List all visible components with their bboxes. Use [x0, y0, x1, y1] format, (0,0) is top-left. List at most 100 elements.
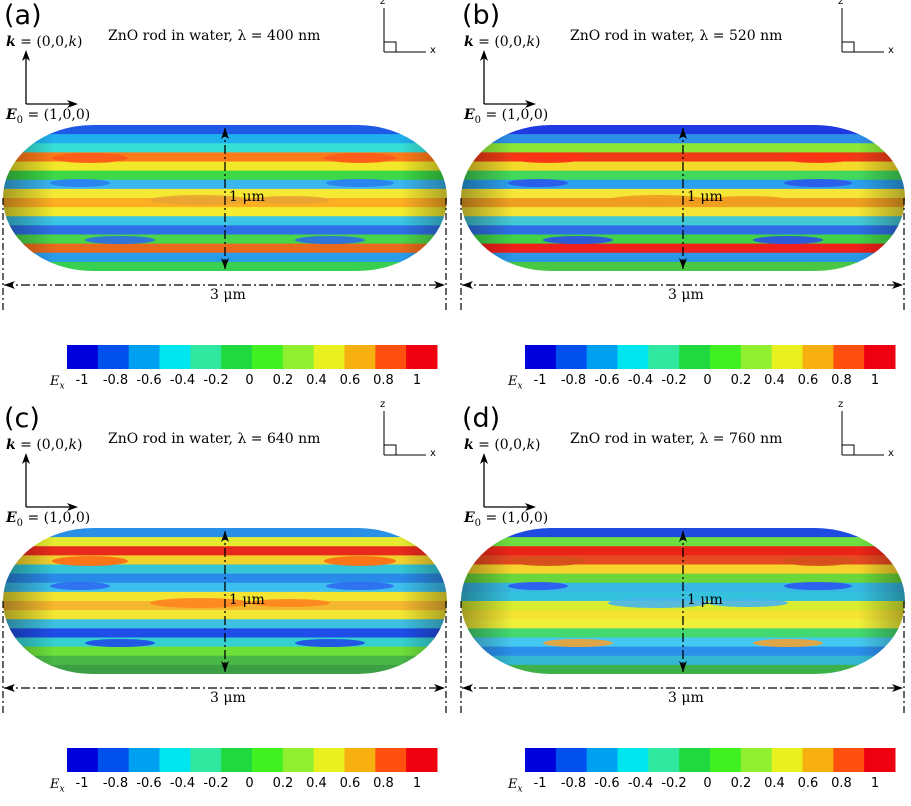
title-prefix: ZnO rod in water, — [570, 28, 700, 44]
panel-label-box: (d) — [462, 403, 500, 434]
axis-z-label: z — [380, 0, 386, 7]
colorbar-swatch — [864, 748, 896, 772]
colorbar-tick-label: 0.4 — [306, 373, 327, 388]
k-symbol: k — [464, 34, 474, 50]
colorbar-swatch — [67, 345, 99, 369]
colorbar-symbol: Ex — [50, 374, 65, 392]
k-value: = (0,0, — [473, 34, 527, 50]
colorbar-symbol: Ex — [508, 374, 523, 392]
length-arrow-right — [892, 281, 903, 289]
rod-field-map — [461, 125, 905, 271]
height-label: 1 μm — [229, 592, 265, 608]
axis-z-label: z — [838, 0, 844, 7]
e-symbol: E — [6, 107, 17, 123]
colorbar-swatch — [648, 748, 680, 772]
colorbar-swatch — [252, 748, 284, 772]
colorbar-symbol-e: E — [508, 374, 518, 389]
e-vector-label: E0 = (1,0,0) — [6, 510, 90, 529]
title-prefix: ZnO rod in water, — [570, 431, 700, 447]
axis-z: z — [380, 0, 385, 7]
k-italic: k — [526, 34, 535, 50]
colorbar-swatch — [159, 345, 191, 369]
colorbar-tick-label: 0.8 — [373, 776, 394, 791]
height-arrow-top — [221, 531, 229, 542]
e-symbol: E — [6, 510, 17, 526]
colorbar-swatch — [555, 748, 588, 772]
k-value: = (0,0, — [15, 34, 69, 50]
title-prefix: ZnO rod in water, — [108, 28, 238, 44]
axis-x: x — [430, 45, 436, 56]
panel-b: (b) ZnO rod in water, λ = 520 nm k = (0,0,… — [458, 0, 911, 403]
k-vector-label: k = (0,0,k) — [464, 437, 540, 453]
colorbar-tick-label: -0.6 — [136, 776, 162, 791]
e-value: = (1,0,0) — [23, 107, 91, 123]
colorbar-swatch — [67, 748, 99, 772]
panel-graphics — [2, 8, 447, 369]
colorbar-swatch — [344, 345, 376, 369]
colorbar-swatch — [252, 345, 284, 369]
colorbar-tick-label: -0.4 — [169, 776, 196, 791]
colorbar-tick-label: 0.2 — [730, 776, 752, 791]
e-subscript: 0 — [16, 517, 24, 529]
length-arrow-left — [462, 684, 473, 692]
e-value: = (1,0,0) — [481, 107, 549, 123]
colorbar-tick-label: 0.8 — [831, 776, 852, 791]
title-value: = 520 nm — [708, 28, 783, 44]
axis-z: z — [838, 399, 843, 410]
colorbar-swatch — [555, 345, 588, 369]
k-vector-head — [480, 50, 488, 61]
lambda-symbol: λ — [699, 431, 709, 447]
colorbar-swatch — [128, 345, 160, 369]
colorbar-swatch — [159, 748, 191, 772]
height-arrow-bottom — [679, 661, 687, 672]
colorbar-swatch — [313, 345, 345, 369]
panel-a: (a) ZnO rod in water, λ = 400 nm k = (0,0,… — [0, 0, 455, 403]
title-value: = 640 nm — [246, 431, 321, 447]
title-value: = 760 nm — [708, 431, 783, 447]
axis-z: z — [380, 399, 385, 410]
colorbar-tick-label: 1 — [870, 373, 880, 388]
colorbar-symbol: Ex — [50, 777, 65, 795]
colorbar-swatch — [802, 748, 834, 772]
height-arrow-top — [679, 128, 687, 139]
colorbar-swatch — [128, 748, 160, 772]
rod-field-map — [461, 528, 905, 674]
colorbar-tick-label: 0.4 — [764, 373, 785, 388]
axis-x: x — [888, 448, 894, 459]
axis-x: x — [430, 448, 436, 459]
panel-graphics — [2, 411, 447, 772]
colorbar-tick-label: -1 — [533, 373, 547, 388]
colorbar-swatch — [710, 345, 742, 369]
colorbar-swatch — [740, 345, 773, 369]
colorbar-swatch — [190, 345, 222, 369]
colorbar-tick-label: 0.4 — [306, 776, 327, 791]
e-vector-label: E0 = (1,0,0) — [464, 510, 548, 529]
axis-z-label: z — [838, 399, 844, 410]
colorbar-tick-label: -0.6 — [594, 373, 620, 388]
panel-label: (c) — [4, 403, 40, 434]
k-vector-label: k = (0,0,k) — [464, 34, 540, 50]
k-close: ) — [535, 34, 541, 50]
panel-title: ZnO rod in water, λ = 400 nm — [108, 28, 320, 44]
length-arrow-left — [4, 281, 15, 289]
lambda-symbol: λ — [699, 28, 709, 44]
colorbar-symbol-e: E — [508, 777, 518, 792]
colorbar-swatch — [586, 345, 618, 369]
k-italic: k — [526, 437, 535, 453]
axis-x-label: x — [888, 448, 894, 459]
colorbar-symbol-e: E — [50, 374, 60, 389]
panel-label-box: (b) — [462, 0, 500, 31]
panel-graphics — [460, 411, 905, 772]
colorbar-tick-label: -0.2 — [203, 776, 229, 791]
e-symbol: E — [464, 510, 475, 526]
panel-c: (c) ZnO rod in water, λ = 640 nm k = (0,0,… — [0, 399, 455, 806]
colorbar-swatch — [833, 345, 865, 369]
colorbar-tick-label: -0.8 — [102, 776, 129, 791]
panel-title: ZnO rod in water, λ = 760 nm — [570, 431, 782, 447]
e-vector-head — [525, 503, 536, 511]
height-arrow-top — [679, 531, 687, 542]
e-subscript: 0 — [474, 517, 482, 529]
k-close: ) — [535, 437, 541, 453]
rod-shading — [461, 125, 905, 271]
colorbar-tick-label: 0.4 — [764, 776, 785, 791]
